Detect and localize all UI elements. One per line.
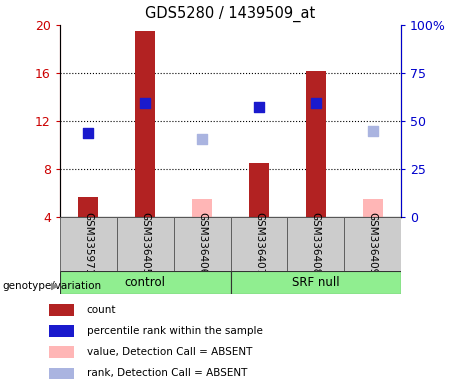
Point bbox=[198, 136, 206, 142]
Text: GSM336409: GSM336409 bbox=[367, 212, 378, 275]
Text: GSM335971: GSM335971 bbox=[83, 212, 94, 276]
Bar bbox=[192, 199, 212, 217]
Title: GDS5280 / 1439509_at: GDS5280 / 1439509_at bbox=[145, 6, 316, 22]
Bar bbox=[174, 217, 230, 271]
Text: ▶: ▶ bbox=[51, 281, 59, 291]
Text: genotype/variation: genotype/variation bbox=[2, 281, 101, 291]
Text: GSM336407: GSM336407 bbox=[254, 212, 264, 275]
Text: value, Detection Call = ABSENT: value, Detection Call = ABSENT bbox=[87, 347, 252, 358]
Bar bbox=[60, 217, 117, 271]
Bar bbox=[230, 217, 287, 271]
Bar bbox=[78, 197, 98, 217]
Text: control: control bbox=[125, 276, 165, 289]
Point bbox=[312, 100, 319, 106]
Bar bbox=[344, 217, 401, 271]
Bar bbox=[49, 304, 74, 316]
Bar bbox=[135, 31, 155, 217]
Text: rank, Detection Call = ABSENT: rank, Detection Call = ABSENT bbox=[87, 368, 247, 379]
Text: SRF null: SRF null bbox=[292, 276, 340, 289]
Point bbox=[85, 130, 92, 136]
Bar bbox=[249, 163, 269, 217]
Bar bbox=[60, 271, 230, 294]
Text: count: count bbox=[87, 305, 116, 315]
Text: GSM336406: GSM336406 bbox=[197, 212, 207, 275]
Bar bbox=[49, 346, 74, 358]
Point bbox=[142, 100, 149, 106]
Text: percentile rank within the sample: percentile rank within the sample bbox=[87, 326, 263, 336]
Bar bbox=[49, 367, 74, 379]
Point bbox=[369, 127, 376, 134]
Bar bbox=[230, 271, 401, 294]
Bar bbox=[117, 217, 174, 271]
Point bbox=[255, 104, 263, 110]
Text: GSM336408: GSM336408 bbox=[311, 212, 321, 275]
Bar bbox=[287, 217, 344, 271]
Bar bbox=[306, 71, 326, 217]
Bar bbox=[363, 199, 383, 217]
Bar bbox=[49, 325, 74, 337]
Text: GSM336405: GSM336405 bbox=[140, 212, 150, 275]
